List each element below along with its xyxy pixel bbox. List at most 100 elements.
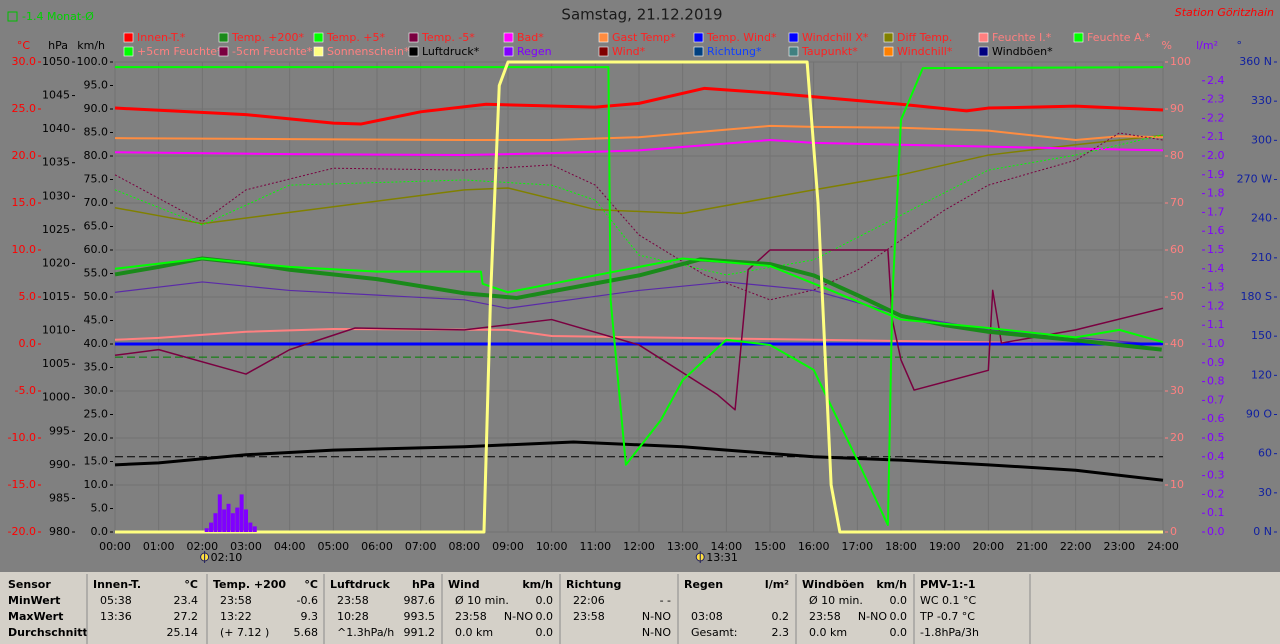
table-cell: °C xyxy=(304,578,318,591)
y-tick-label: 10 xyxy=(1170,478,1184,491)
table-cell: 10:28 xyxy=(337,610,369,623)
legend-label: Windchill X* xyxy=(802,31,869,44)
x-tick-label: 23:00 xyxy=(1103,540,1135,553)
legend-swatch xyxy=(1073,32,1084,43)
y-tick-label: 1.4 xyxy=(1207,262,1225,275)
y-tick-label: 20 xyxy=(1170,431,1184,444)
y-tick-label: 25.0 xyxy=(84,408,109,421)
axis-title: °C xyxy=(17,39,31,52)
rain-bar xyxy=(244,509,248,532)
y-tick-label: -15.0 xyxy=(8,478,36,491)
legend-swatch xyxy=(978,32,989,43)
legend-label: Temp. Wind* xyxy=(706,31,777,44)
rain-bar xyxy=(213,513,218,532)
y-tick-label: 1015 xyxy=(42,290,70,303)
table-cell: °C xyxy=(184,578,198,591)
table-cell: Durchschnitt xyxy=(8,626,88,639)
rain-bar xyxy=(239,494,244,532)
y-tick-label: 1050 xyxy=(42,55,70,68)
rain-bar xyxy=(209,522,214,532)
x-tick-label: 10:00 xyxy=(536,540,568,553)
table-cell: Wind xyxy=(448,578,480,591)
table-cell: 0.0 km xyxy=(809,626,847,639)
table-cell: 23:58 xyxy=(809,610,841,623)
series-line xyxy=(114,281,1164,346)
y-tick-label: 150 xyxy=(1251,329,1272,342)
table-cell: Ø 10 min. xyxy=(809,594,863,607)
x-tick-label: 19:00 xyxy=(929,540,961,553)
rain-bar xyxy=(235,507,240,532)
table-cell: N-NO xyxy=(504,610,533,623)
y-tick-label: 100.0 xyxy=(77,55,109,68)
y-tick-label: 1010 xyxy=(42,324,70,337)
table-cell: 23:58 xyxy=(337,594,369,607)
series-line xyxy=(114,257,1164,344)
x-tick-label: 02:00 xyxy=(186,540,218,553)
y-tick-label: 1000 xyxy=(42,391,70,404)
y-tick-label: 90.0 xyxy=(84,102,109,115)
table-cell: -0.6 xyxy=(297,594,318,607)
y-tick-label: 50.0 xyxy=(84,290,109,303)
x-tick-label: 12:00 xyxy=(623,540,655,553)
y-tick-label: 1.8 xyxy=(1207,187,1225,200)
rain-bar xyxy=(217,494,222,532)
series-line xyxy=(114,134,1164,276)
series-line xyxy=(114,86,1164,126)
y-tick-label: 0 N xyxy=(1253,525,1272,538)
y-tick-label: 270 W xyxy=(1237,173,1272,186)
table-cell: 23:58 xyxy=(573,610,605,623)
y-tick-label: 1035 xyxy=(42,156,70,169)
table-cell: 25.14 xyxy=(167,626,199,639)
y-tick-label: 80 xyxy=(1170,149,1184,162)
rain-bar xyxy=(230,513,235,532)
table-cell: - - xyxy=(660,594,671,607)
table-cell: km/h xyxy=(876,578,907,591)
y-tick-label: 0.9 xyxy=(1207,356,1225,369)
table-cell: 0.0 xyxy=(890,594,908,607)
axis-title: % xyxy=(1162,39,1172,52)
table-cell: hPa xyxy=(412,578,435,591)
y-tick-label: 240 xyxy=(1251,212,1272,225)
y-tick-label: 0.1 xyxy=(1207,506,1225,519)
marker-label: 02:10 xyxy=(211,551,243,564)
y-tick-label: 5.0 xyxy=(19,290,37,303)
table-cell: km/h xyxy=(522,578,553,591)
y-tick-label: 0.2 xyxy=(1207,487,1225,500)
y-tick-label: 1.5 xyxy=(1207,243,1225,256)
y-tick-label: 1045 xyxy=(42,89,70,102)
legend-label: Sonnenschein* xyxy=(327,45,410,58)
y-tick-label: -20.0 xyxy=(8,525,36,538)
table-cell: 27.2 xyxy=(174,610,199,623)
legend-swatch xyxy=(218,32,229,43)
legend-swatch xyxy=(693,32,704,43)
y-tick-label: 2.0 xyxy=(1207,149,1225,162)
x-tick-label: 14:00 xyxy=(710,540,742,553)
legend-swatch xyxy=(978,46,989,57)
table-cell: 22:06 xyxy=(573,594,605,607)
y-tick-label: 20.0 xyxy=(12,149,37,162)
y-tick-label: 0.3 xyxy=(1207,469,1225,482)
table-cell: ^1.3hPa/h xyxy=(337,626,394,639)
y-tick-label: 5.0 xyxy=(91,502,109,515)
y-tick-label: 40.0 xyxy=(84,337,109,350)
y-tick-label: 30.0 xyxy=(12,55,37,68)
x-tick-label: 05:00 xyxy=(317,540,349,553)
table-cell: 0.0 xyxy=(890,626,908,639)
table-cell: Innen-T. xyxy=(93,578,141,591)
y-tick-label: 0 xyxy=(1170,525,1177,538)
y-tick-label: 95.0 xyxy=(84,79,109,92)
y-tick-label: 1.1 xyxy=(1207,318,1225,331)
y-tick-label: 35.0 xyxy=(84,361,109,374)
y-tick-label: 0.0 xyxy=(19,337,37,350)
y-tick-label: 0.5 xyxy=(1207,431,1225,444)
legend-swatch xyxy=(788,32,799,43)
y-tick-label: 120 xyxy=(1251,368,1272,381)
table-cell: 0.0 xyxy=(536,610,554,623)
x-tick-label: 20:00 xyxy=(972,540,1004,553)
table-cell: N-NO xyxy=(858,610,887,623)
y-tick-label: 15.0 xyxy=(12,196,37,209)
y-tick-label: 30.0 xyxy=(84,384,109,397)
x-tick-label: 06:00 xyxy=(361,540,393,553)
y-tick-label: 65.0 xyxy=(84,220,109,233)
table-cell: 05:38 xyxy=(100,594,132,607)
